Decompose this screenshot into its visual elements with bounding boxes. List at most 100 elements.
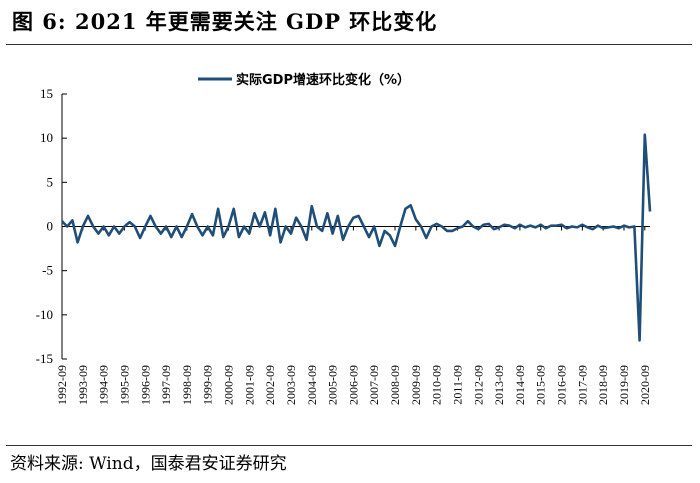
data-point bbox=[566, 228, 567, 229]
data-point bbox=[275, 208, 276, 209]
data-point bbox=[223, 237, 224, 238]
x-tick-label: 2007-09 bbox=[367, 365, 381, 405]
data-point bbox=[181, 237, 182, 238]
data-point bbox=[82, 226, 83, 227]
x-tick-label: 1993-09 bbox=[76, 365, 90, 405]
data-point bbox=[290, 233, 291, 234]
data-point bbox=[186, 226, 187, 227]
x-tick-label: 2004-09 bbox=[305, 365, 319, 405]
data-point bbox=[561, 224, 562, 225]
x-tick-label: 1995-09 bbox=[117, 365, 131, 405]
data-point bbox=[582, 224, 583, 225]
data-point bbox=[134, 226, 135, 227]
data-point bbox=[322, 230, 323, 231]
x-tick-label: 2012-09 bbox=[471, 365, 485, 405]
data-point bbox=[545, 228, 546, 229]
data-point bbox=[415, 219, 416, 220]
gdp-change-line-chart: 15 10 5 0 -5 -10 -15 1992-09 1993-09 1994-09 1995… bbox=[36, 72, 652, 405]
x-tick-label: 2020-09 bbox=[638, 365, 652, 405]
data-point bbox=[197, 226, 198, 227]
data-point bbox=[592, 229, 593, 230]
data-point bbox=[514, 228, 515, 229]
data-point bbox=[306, 239, 307, 240]
y-tick-label: 10 bbox=[40, 130, 53, 145]
data-point bbox=[108, 235, 109, 236]
data-point bbox=[473, 226, 474, 227]
data-point bbox=[374, 226, 375, 227]
x-tick-label: 2000-09 bbox=[222, 365, 236, 405]
x-tick-label: 2011-09 bbox=[450, 365, 464, 405]
x-tick-label: 2010-09 bbox=[430, 365, 444, 405]
data-point bbox=[316, 226, 317, 227]
data-point bbox=[77, 242, 78, 243]
data-point bbox=[525, 227, 526, 228]
data-point bbox=[207, 226, 208, 227]
data-point bbox=[369, 237, 370, 238]
data-point bbox=[332, 233, 333, 234]
data-point bbox=[140, 237, 141, 238]
y-tick-label: 0 bbox=[47, 219, 54, 234]
data-point bbox=[613, 226, 614, 227]
data-point bbox=[212, 235, 213, 236]
x-tick-label: 2017-09 bbox=[575, 365, 589, 405]
data-point bbox=[571, 226, 572, 227]
data-point bbox=[129, 222, 130, 223]
data-point bbox=[493, 229, 494, 230]
data-point bbox=[166, 226, 167, 227]
data-point bbox=[644, 134, 645, 135]
data-point bbox=[88, 215, 89, 216]
data-point bbox=[421, 226, 422, 227]
x-tick-label: 2006-09 bbox=[346, 365, 360, 405]
data-point bbox=[327, 213, 328, 214]
x-tick-label: 2009-09 bbox=[409, 365, 423, 405]
data-point bbox=[405, 208, 406, 209]
data-point bbox=[244, 226, 245, 227]
data-point bbox=[103, 226, 104, 227]
data-point bbox=[467, 221, 468, 222]
data-point bbox=[155, 226, 156, 227]
data-point bbox=[176, 226, 177, 227]
data-point bbox=[192, 214, 193, 215]
data-point bbox=[597, 225, 598, 226]
data-point bbox=[98, 233, 99, 234]
x-tick-label: 2002-09 bbox=[263, 365, 277, 405]
data-point bbox=[296, 217, 297, 218]
data-point bbox=[530, 225, 531, 226]
data-point bbox=[618, 228, 619, 229]
data-point bbox=[504, 224, 505, 225]
data-point bbox=[124, 226, 125, 227]
data-point bbox=[509, 225, 510, 226]
source-note: 资料来源: Wind，国泰君安证券研究 bbox=[10, 454, 287, 474]
figure-title: 图 6: 2021 年更需要关注 GDP 环比变化 bbox=[12, 9, 438, 34]
data-point bbox=[488, 223, 489, 224]
x-tick-label: 2001-09 bbox=[242, 365, 256, 405]
x-tick-label: 2008-09 bbox=[388, 365, 402, 405]
data-point bbox=[499, 227, 500, 228]
data-point bbox=[254, 213, 255, 214]
data-point bbox=[301, 226, 302, 227]
data-point bbox=[447, 230, 448, 231]
x-tick-label: 2015-09 bbox=[534, 365, 548, 405]
y-tick-label: -5 bbox=[42, 263, 53, 278]
source-rule bbox=[6, 445, 692, 446]
x-tick-label: 2013-09 bbox=[492, 365, 506, 405]
y-tick-label: 15 bbox=[40, 86, 53, 101]
y-axis: 15 10 5 0 -5 -10 -15 bbox=[36, 86, 67, 366]
series-line-gdp-change bbox=[61, 133, 652, 342]
y-tick-label: -10 bbox=[36, 307, 53, 322]
data-point bbox=[540, 224, 541, 225]
x-axis: 1992-09 1993-09 1994-09 1995-09 1996-09 1997-… bbox=[55, 226, 652, 405]
x-tick-label: 1997-09 bbox=[159, 365, 173, 405]
data-point bbox=[457, 228, 458, 229]
legend-label: 实际GDP增速环比变化（%） bbox=[236, 72, 410, 88]
data-point bbox=[93, 226, 94, 227]
data-point bbox=[556, 225, 557, 226]
y-tick-label: -15 bbox=[36, 351, 53, 366]
data-point bbox=[348, 226, 349, 227]
y-tick-label: 5 bbox=[47, 174, 54, 189]
data-point bbox=[379, 245, 380, 246]
x-tick-label: 2003-09 bbox=[284, 365, 298, 405]
series-line-group bbox=[61, 133, 652, 342]
data-point bbox=[150, 215, 151, 216]
data-point bbox=[441, 226, 442, 227]
